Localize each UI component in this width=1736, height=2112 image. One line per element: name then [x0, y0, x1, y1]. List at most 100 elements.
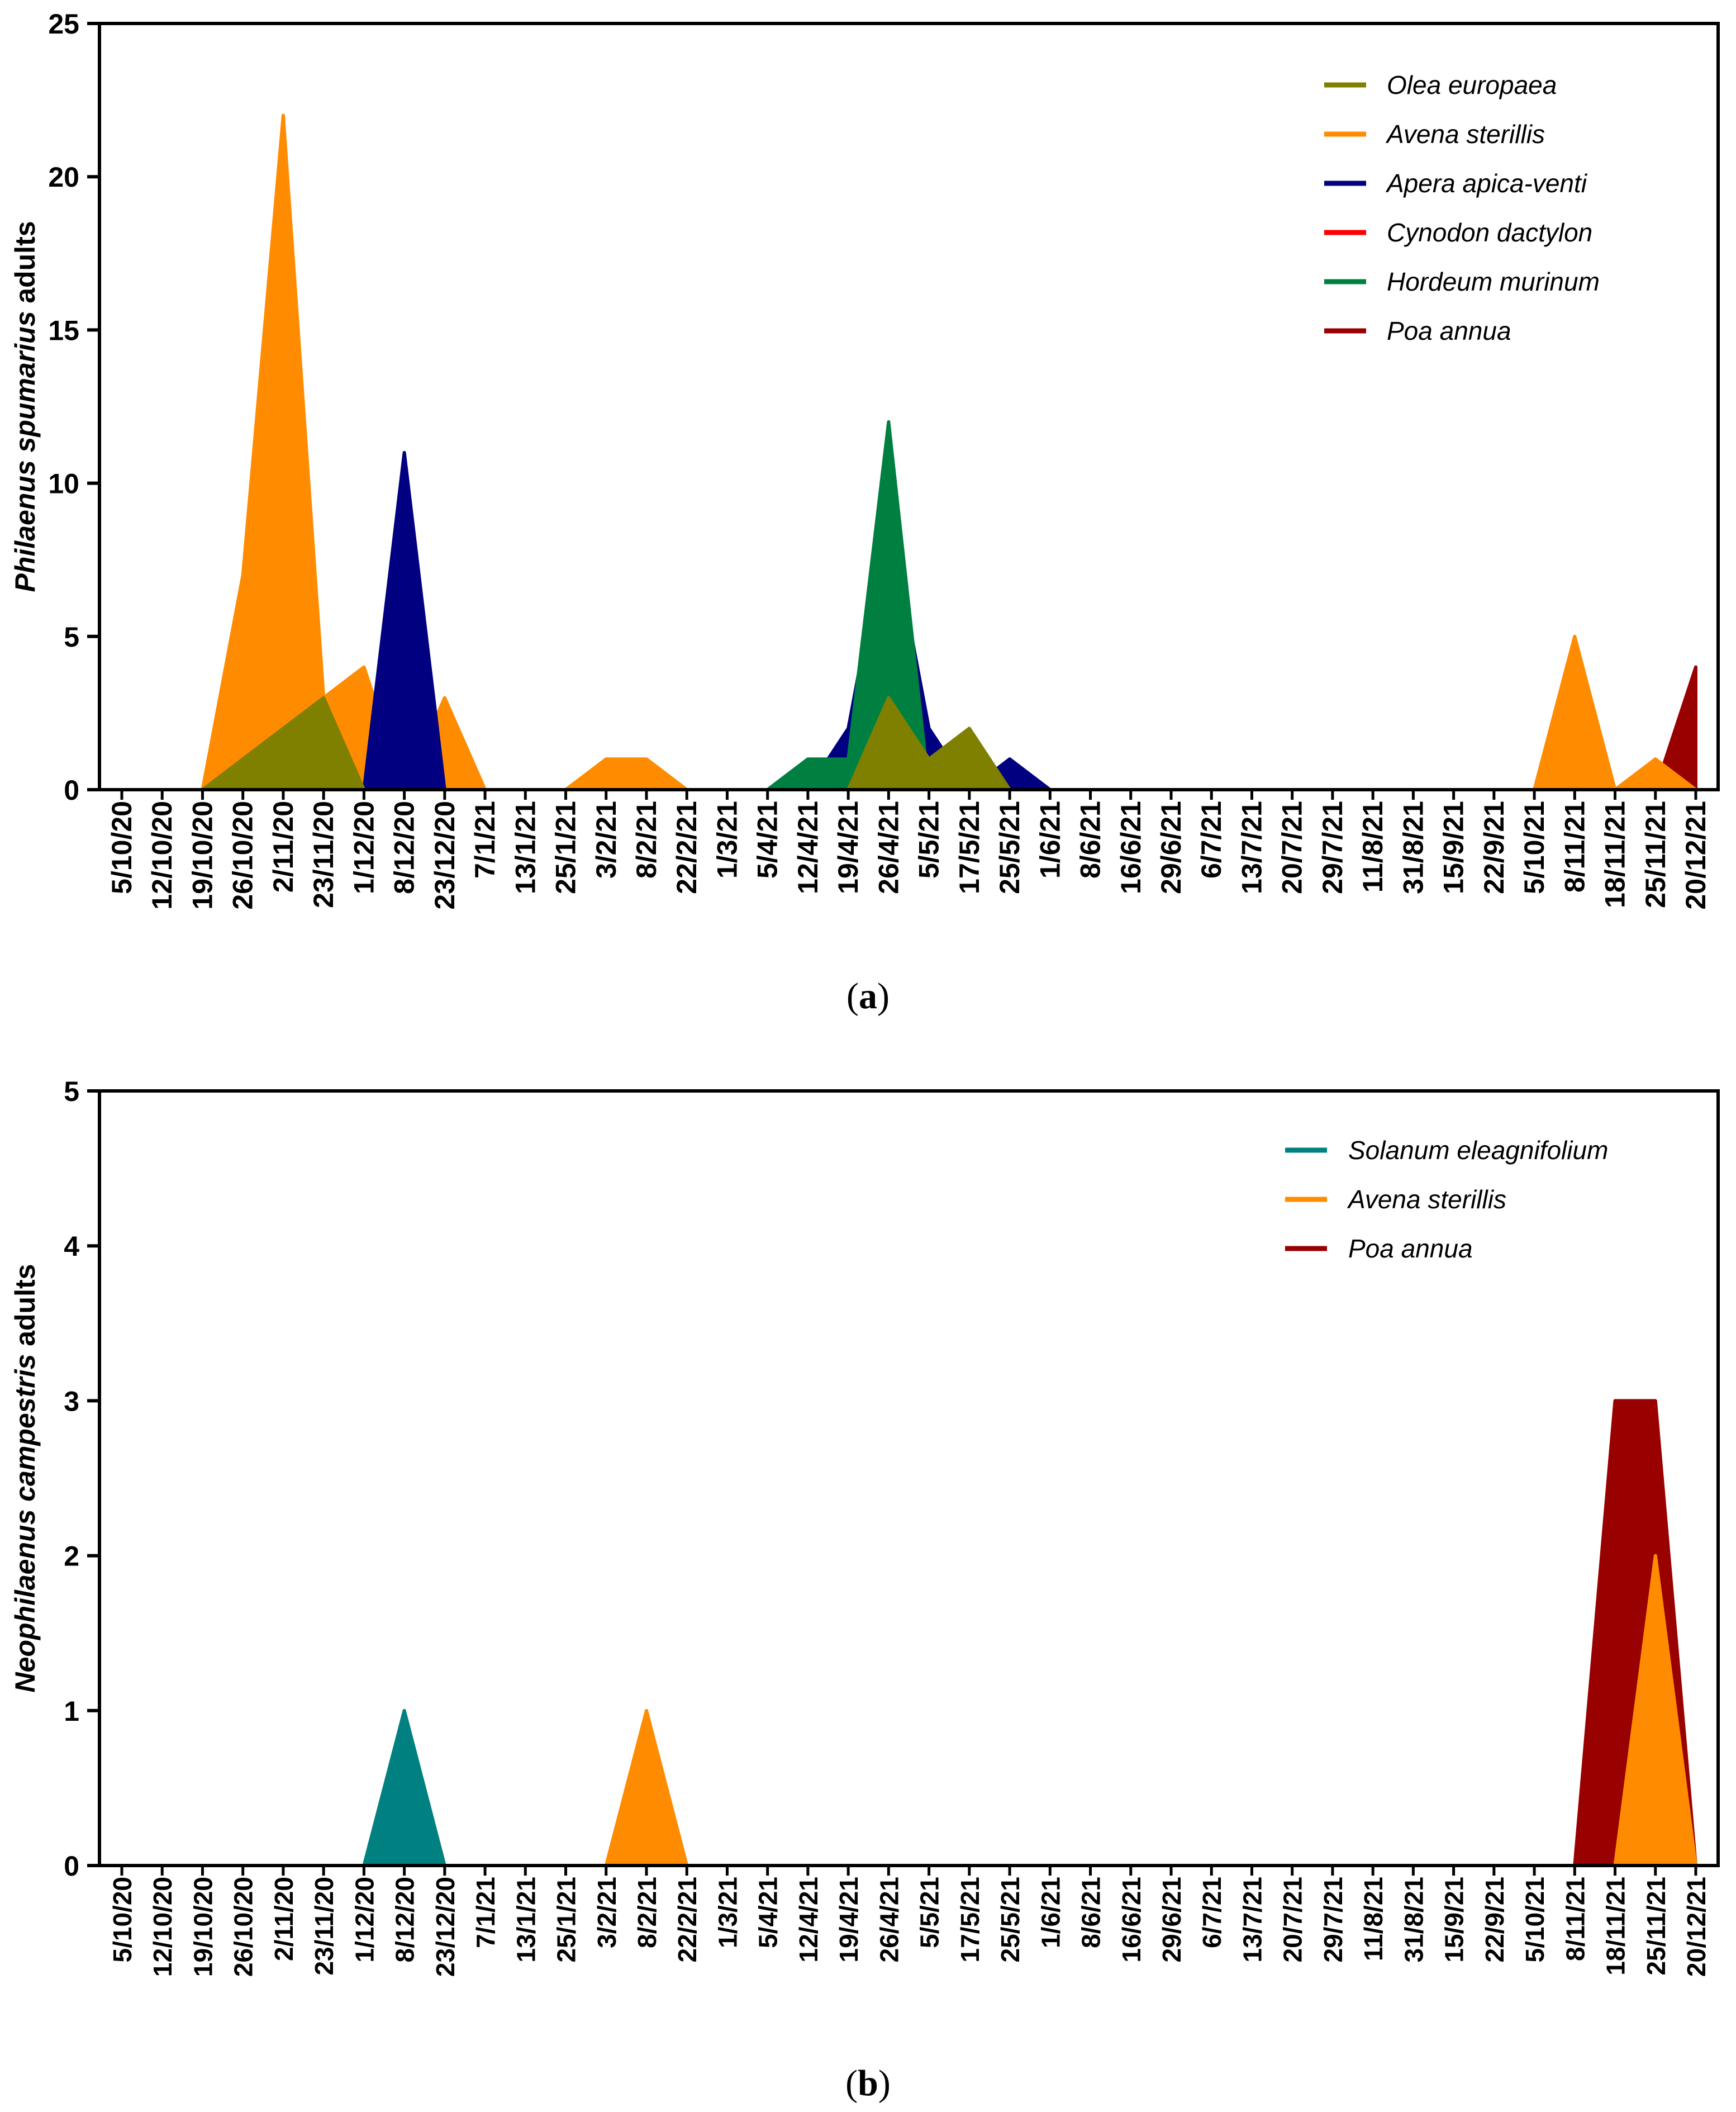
panel-a-legend-label-avena-sterillis: Avena sterillis	[1385, 120, 1545, 149]
panel-a-x-axis: 5/10/20 12/10/20 19/10/20 26/10/20 2/11/20 23…	[106, 790, 1711, 910]
panel-a-x-tick-label: 31/8/21	[1397, 801, 1429, 894]
panel-b-x-tick-label: 25/11/21	[1642, 1877, 1671, 1976]
panel-a-x-tick-label: 22/9/21	[1478, 801, 1510, 894]
panel-b-x-tick-label: 7/1/21	[471, 1877, 500, 1948]
panel-a-x-tick-label: 6/7/21	[1196, 801, 1227, 879]
panel-a-plot-frame	[98, 22, 1720, 791]
panel-b-x-tick-label: 23/12/20	[431, 1877, 460, 1977]
panel-caption-a: (a)	[846, 976, 890, 1017]
panel-b-x-tick-label: 18/11/21	[1601, 1877, 1630, 1976]
panel-a-x-tick-label: 8/12/20	[389, 801, 420, 894]
panel-b-plot-frame	[98, 1089, 1720, 1867]
panel-b-x-tick-label: 29/6/21	[1157, 1877, 1186, 1962]
panel-b-x-tick-label: 13/1/21	[511, 1877, 540, 1962]
panel-b-x-tick-label: 5/10/21	[1520, 1877, 1549, 1962]
panel-b-y-axis-title-species: Neophilaenus campestris	[9, 1354, 41, 1693]
panel-a-x-tick-label: 25/11/21	[1640, 801, 1671, 908]
panel-a-x-tick-label: 1/3/21	[711, 801, 743, 879]
panel-b-x-tick-label: 22/9/21	[1480, 1877, 1509, 1962]
panel-a-x-tick-label: 12/4/21	[792, 801, 824, 894]
panel-b-x-tick-label: 8/2/21	[632, 1877, 662, 1948]
panel-a-x-tick-label: 12/10/20	[146, 801, 178, 910]
panel-a-areas	[120, 113, 1697, 791]
panel-a-y-tick-label: 5	[64, 621, 79, 653]
panel-b-y-tick-label: 1	[64, 1696, 79, 1727]
panel-b-area-solanum-eleagnifolium	[120, 1708, 1697, 1867]
panel-b-areas	[120, 1399, 1697, 1867]
panel-b-x-tick-label: 3/2/21	[592, 1877, 621, 1948]
panel-a-y-tick-label: 0	[64, 775, 79, 806]
panel-b-x-tick-label: 20/7/21	[1278, 1877, 1307, 1962]
panel-a-x-tick-label: 19/4/21	[833, 801, 864, 894]
caption-letter-a: a	[859, 976, 877, 1017]
panel-a-x-tick-label: 8/11/21	[1559, 801, 1590, 893]
panel-b-y-axis-title-suffix: adults	[9, 1264, 41, 1354]
panel-a-y-tick-label: 20	[48, 162, 79, 193]
panel-b-x-tick-label: 2/11/20	[269, 1877, 298, 1961]
panel-a-legend-label-cynodon-dactylon: Cynodon dactylon	[1387, 218, 1592, 247]
panel-a-legend: Olea europaea Avena sterillis Apera apica-…	[1324, 70, 1600, 345]
panel-a-x-tick-label: 26/10/20	[227, 801, 259, 910]
panel-b-x-tick-label: 22/2/21	[673, 1877, 702, 1962]
panel-b-x-tick-label: 12/4/21	[794, 1877, 823, 1962]
panel-a-x-tick-label: 5/10/21	[1519, 801, 1550, 894]
panel-b-x-tick-label: 31/8/21	[1399, 1877, 1428, 1962]
panel-a-x-tick-label: 2/11/20	[268, 801, 299, 893]
panel-b-x-tick-label: 5/5/21	[915, 1877, 944, 1948]
panel-b-x-tick-label: 17/5/21	[955, 1877, 984, 1962]
panel-b-x-tick-label: 19/10/20	[188, 1877, 217, 1977]
panel-a-y-axis: 0 5 10 15 20 25	[48, 8, 99, 806]
panel-b-x-tick-label: 29/7/21	[1319, 1877, 1348, 1962]
panel-a-x-tick-label: 29/7/21	[1317, 801, 1348, 894]
panel-b-x-tick-label: 6/7/21	[1197, 1877, 1226, 1948]
panel-a-x-tick-label: 13/1/21	[510, 801, 541, 894]
panel-b-x-tick-label: 8/12/20	[391, 1877, 420, 1962]
panel-a-x-tick-label: 23/12/20	[429, 801, 460, 910]
panel-a-x-tick-label: 5/10/20	[106, 801, 137, 894]
panel-b-area-avena-sterillis	[120, 1554, 1697, 1867]
panel-b-x-tick-label: 16/6/21	[1117, 1877, 1146, 1962]
caption-letter-b: b	[858, 2063, 878, 2104]
panel-a-y-tick-label: 15	[48, 315, 79, 346]
panel-a-x-tick-label: 7/1/21	[469, 801, 501, 879]
panel-b-x-tick-label: 25/5/21	[996, 1877, 1025, 1962]
panel-a-x-tick-label: 25/1/21	[550, 801, 582, 894]
panel-b-area-poa-annua	[120, 1399, 1697, 1867]
panel-a-x-tick-label: 1/12/20	[348, 801, 379, 894]
panel-b-x-tick-label: 26/10/20	[229, 1877, 258, 1977]
panel-b-x-tick-label: 1/3/21	[713, 1877, 742, 1948]
panel-a-x-tick-label: 19/10/20	[187, 801, 218, 910]
panel-a-legend-label-olea-europaea: Olea europaea	[1387, 70, 1557, 99]
panel-a-y-axis-title: Philaenus spumarius adults	[9, 221, 41, 592]
chart-panel-b: 0 1 2 3 4 5 5/10/20 12/10/20 19/10/20 26/10/20 2/1…	[9, 1076, 1720, 1977]
panel-b-y-tick-label: 4	[64, 1231, 79, 1262]
panel-a-y-tick-label: 25	[48, 8, 79, 40]
panel-a-x-tick-label: 17/5/21	[954, 801, 985, 894]
panel-a-x-tick-label: 29/6/21	[1155, 801, 1187, 894]
panel-b-y-tick-label: 2	[64, 1541, 79, 1572]
panel-a-x-tick-label: 15/9/21	[1438, 801, 1469, 894]
panel-b-y-tick-label: 5	[64, 1076, 79, 1107]
panel-b-y-tick-label: 3	[64, 1385, 79, 1417]
panel-b-x-axis: 5/10/20 12/10/20 19/10/20 26/10/20 2/11/20 23…	[108, 1866, 1711, 1977]
panel-caption-b: (b)	[845, 2063, 891, 2104]
panel-a-x-tick-label: 11/8/21	[1357, 801, 1388, 893]
panel-a-x-tick-label: 16/6/21	[1115, 801, 1147, 894]
panel-a-y-tick-label: 10	[48, 468, 79, 500]
panel-b-x-tick-label: 1/6/21	[1036, 1877, 1065, 1948]
panel-a-legend-label-apera-apica-venti: Apera apica-venti	[1385, 169, 1588, 198]
panel-a-legend-label-hordeum-murinum: Hordeum murinum	[1387, 267, 1600, 296]
panel-a-x-tick-label: 13/7/21	[1236, 801, 1267, 894]
panel-a-x-tick-label: 20/7/21	[1277, 801, 1308, 894]
panel-a-x-tick-label: 3/2/21	[591, 801, 622, 879]
panel-a-x-tick-label: 25/5/21	[994, 801, 1025, 894]
panel-a-x-tick-label: 26/4/21	[873, 801, 904, 894]
panel-a-x-tick-label: 5/4/21	[752, 801, 783, 879]
panel-b-x-tick-label: 20/12/21	[1682, 1877, 1711, 1977]
panel-a-x-tick-label: 1/6/21	[1034, 801, 1066, 879]
panel-b-y-axis-title: Neophilaenus campestris adults	[9, 1264, 41, 1693]
panel-a-x-tick-label: 20/12/21	[1680, 801, 1711, 910]
panel-b-x-tick-label: 5/10/20	[108, 1877, 137, 1962]
panel-a-x-tick-label: 5/5/21	[914, 801, 945, 879]
